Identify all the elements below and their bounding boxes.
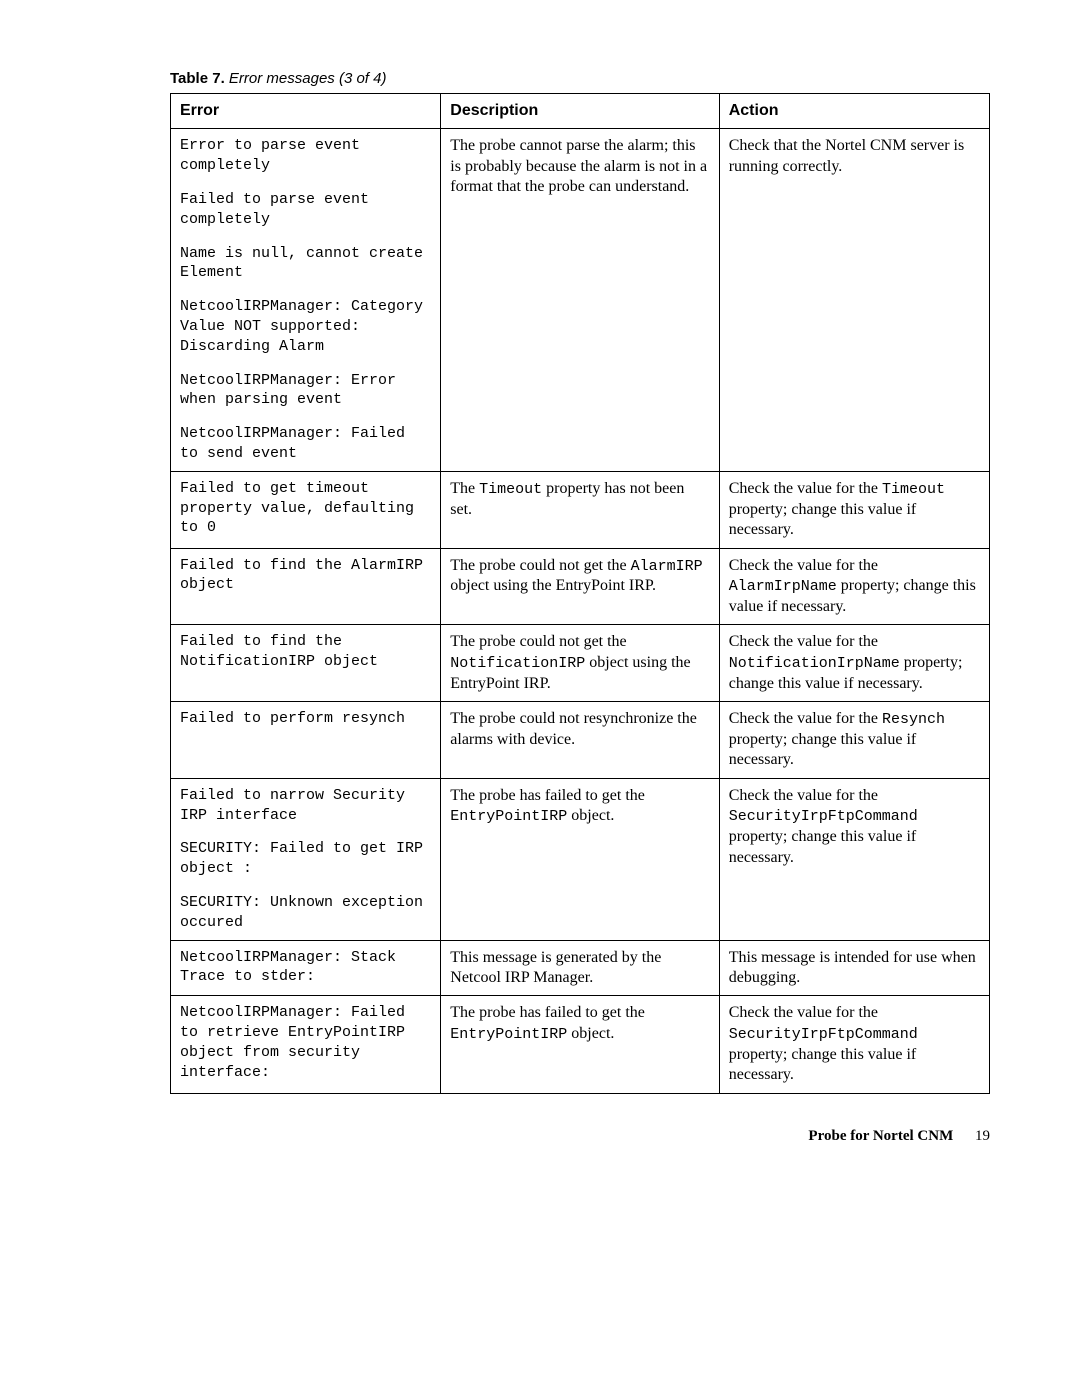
body-text: Check the value for the [729, 480, 882, 497]
header-description: Description [441, 94, 719, 129]
error-cell: Failed to narrow Security IRP interface S… [171, 778, 441, 940]
table-row: Error to parse event completely Failed to… [171, 129, 990, 471]
description-cell: The probe could not get the Notification… [441, 625, 719, 702]
body-text: object. [567, 1025, 614, 1042]
code-text: EntryPointIRP [450, 808, 567, 825]
table-row: Failed to perform resynch The probe could… [171, 702, 990, 779]
body-text: Check the value for the [729, 557, 878, 574]
code-text: SecurityIrpFtpCommand [729, 808, 918, 825]
body-text: The probe could not resynchronize the al… [450, 710, 697, 747]
error-message: NetcoolIRPManager: Stack Trace to stder: [180, 948, 431, 988]
footer-title: Probe for Nortel CNM [808, 1128, 953, 1144]
error-cell: Failed to find the AlarmIRP object [171, 548, 441, 625]
error-message: NetcoolIRPManager: Failed to send event [180, 424, 431, 464]
body-text: Check the value for the [729, 710, 882, 727]
footer-page-number: 19 [975, 1128, 990, 1144]
action-cell: Check that the Nortel CNM server is runn… [719, 129, 989, 471]
body-text: The probe could not get the [450, 633, 626, 650]
description-cell: This message is generated by the Netcool… [441, 940, 719, 996]
body-text: The probe has failed to get the [450, 787, 645, 804]
action-cell: Check the value for the Timeout property… [719, 471, 989, 548]
table-row: Failed to find the AlarmIRP objectThe pr… [171, 548, 990, 625]
body-text: property; change this value if necessary… [729, 731, 917, 768]
action-cell: Check the value for the SecurityIrpFtpCo… [719, 996, 989, 1093]
error-cell: NetcoolIRPManager: Stack Trace to stder: [171, 940, 441, 996]
description-cell: The probe could not get the AlarmIRP obj… [441, 548, 719, 625]
description-cell: The Timeout property has not been set. [441, 471, 719, 548]
code-text: NotificationIrpName [729, 655, 900, 672]
error-cell: Error to parse event completely Failed to… [171, 129, 441, 471]
code-text: Timeout [882, 481, 945, 498]
code-text: SecurityIrpFtpCommand [729, 1026, 918, 1043]
error-cell: Failed to perform resynch [171, 702, 441, 779]
error-message: NetcoolIRPManager: Category Value NOT su… [180, 297, 431, 356]
body-text: The [450, 480, 479, 497]
action-cell: Check the value for the SecurityIrpFtpCo… [719, 778, 989, 940]
description-cell: The probe has failed to get the EntryPoi… [441, 996, 719, 1093]
error-message: Failed to perform resynch [180, 709, 431, 729]
body-text: property; change this value if necessary… [729, 828, 917, 865]
error-message: Failed to parse event completely [180, 190, 431, 230]
action-cell: Check the value for the NotificationIrpN… [719, 625, 989, 702]
body-text: This message is generated by the Netcool… [450, 949, 661, 986]
header-action: Action [719, 94, 989, 129]
error-message: SECURITY: Unknown exception occured [180, 893, 431, 933]
error-message: SECURITY: Failed to get IRP object : [180, 839, 431, 879]
code-text: AlarmIrpName [729, 578, 837, 595]
action-cell: Check the value for the Resynch property… [719, 702, 989, 779]
caption-label: Table 7. [170, 70, 225, 87]
body-text: Check the value for the [729, 787, 878, 804]
code-text: Resynch [882, 711, 945, 728]
error-cell: NetcoolIRPManager: Failed to retrieve En… [171, 996, 441, 1093]
error-message: NetcoolIRPManager: Error when parsing ev… [180, 371, 431, 411]
header-error: Error [171, 94, 441, 129]
code-text: Timeout [479, 481, 542, 498]
error-message: Failed to find the AlarmIRP object [180, 556, 431, 596]
table-caption: Table 7. Error messages (3 of 4) [170, 70, 990, 87]
error-table: Error Description Action Error to parse … [170, 93, 990, 1094]
body-text: The probe could not get the [450, 557, 630, 574]
code-text: AlarmIRP [631, 558, 703, 575]
error-message: Name is null, cannot create Element [180, 244, 431, 284]
caption-title: Error messages (3 of 4) [229, 70, 387, 87]
error-message: Failed to get timeout property value, de… [180, 479, 431, 538]
body-text: Check the value for the [729, 633, 878, 650]
body-text: The probe has failed to get the [450, 1004, 645, 1021]
body-text: object. [567, 807, 614, 824]
body-text: Check the value for the [729, 1004, 878, 1021]
body-text: Check that the Nortel CNM server is runn… [729, 137, 965, 174]
description-cell: The probe cannot parse the alarm; this i… [441, 129, 719, 471]
description-cell: The probe could not resynchronize the al… [441, 702, 719, 779]
code-text: NotificationIRP [450, 655, 585, 672]
page-footer: Probe for Nortel CNM 19 [170, 1128, 990, 1145]
code-text: EntryPointIRP [450, 1026, 567, 1043]
error-message: Error to parse event completely [180, 136, 431, 176]
action-cell: This message is intended for use when de… [719, 940, 989, 996]
error-message: Failed to find the NotificationIRP objec… [180, 632, 431, 672]
error-message: Failed to narrow Security IRP interface [180, 786, 431, 826]
body-text: object using the EntryPoint IRP. [450, 577, 656, 594]
error-cell: Failed to get timeout property value, de… [171, 471, 441, 548]
body-text: This message is intended for use when de… [729, 949, 976, 986]
table-row: Failed to narrow Security IRP interface S… [171, 778, 990, 940]
body-text: property; change this value if necessary… [729, 501, 917, 538]
error-cell: Failed to find the NotificationIRP objec… [171, 625, 441, 702]
table-row: NetcoolIRPManager: Stack Trace to stder:… [171, 940, 990, 996]
error-message: NetcoolIRPManager: Failed to retrieve En… [180, 1003, 431, 1082]
action-cell: Check the value for the AlarmIrpName pro… [719, 548, 989, 625]
table-header-row: Error Description Action [171, 94, 990, 129]
table-row: Failed to get timeout property value, de… [171, 471, 990, 548]
body-text: The probe cannot parse the alarm; this i… [450, 137, 707, 195]
description-cell: The probe has failed to get the EntryPoi… [441, 778, 719, 940]
table-row: Failed to find the NotificationIRP objec… [171, 625, 990, 702]
table-row: NetcoolIRPManager: Failed to retrieve En… [171, 996, 990, 1093]
body-text: property; change this value if necessary… [729, 1046, 917, 1083]
